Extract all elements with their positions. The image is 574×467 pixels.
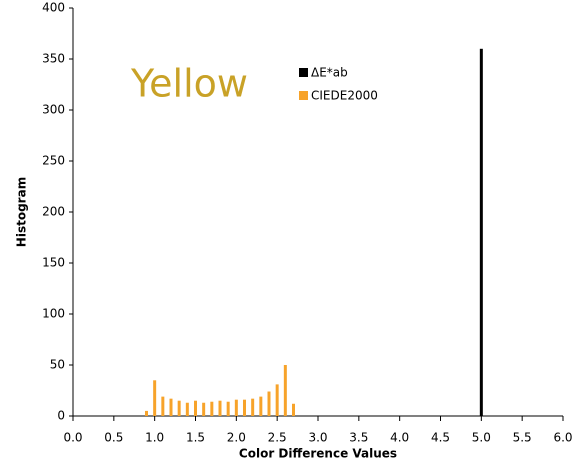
x-tick-label: 0.5 [104,431,123,445]
bar [169,398,173,416]
x-tick-label: 1.0 [145,431,164,445]
bar [267,391,271,416]
y-tick-label: 350 [42,52,65,66]
y-tick-label: 200 [42,205,65,219]
y-tick-label: 400 [42,1,65,15]
annotation: Yellow [130,62,248,106]
legend-swatch [299,68,308,77]
bar [226,401,230,416]
bar [153,380,157,416]
bar [283,365,287,416]
bar [218,400,222,416]
x-tick-label: 2.0 [227,431,246,445]
y-axis-label: Histogram [15,177,29,247]
y-tick-label: 300 [42,103,65,117]
x-tick-label: 3.5 [349,431,368,445]
x-tick-label: 6.0 [553,431,572,445]
legend-label: ΔE*ab [311,66,348,80]
y-tick-label: 100 [42,307,65,321]
x-tick-label: 4.0 [390,431,409,445]
bar [251,398,255,416]
x-tick-label: 2.5 [268,431,287,445]
bar [185,402,189,416]
bar [292,403,295,416]
y-tick-label: 0 [57,409,65,423]
legend-label: CIEDE2000 [311,89,378,103]
x-tick-label: 4.5 [431,431,450,445]
legend-swatch [299,91,308,100]
bar [259,396,263,416]
x-tick-label: 3.0 [308,431,327,445]
bar [194,400,197,416]
bar [145,410,148,416]
y-tick-label: 50 [50,358,65,372]
bar [275,384,279,416]
x-tick-label: 0.0 [63,431,82,445]
x-tick-label: 5.0 [472,431,491,445]
x-tick-label: 1.5 [186,431,205,445]
x-axis-label: Color Difference Values [239,447,397,461]
x-tick-label: 5.5 [513,431,532,445]
y-tick-label: 250 [42,154,65,168]
bar [243,399,246,416]
bar [234,399,238,416]
bar [202,402,206,416]
bar [161,396,165,416]
bar [177,400,181,416]
bar [479,48,483,417]
bar [210,401,214,416]
y-tick-label: 150 [42,256,65,270]
